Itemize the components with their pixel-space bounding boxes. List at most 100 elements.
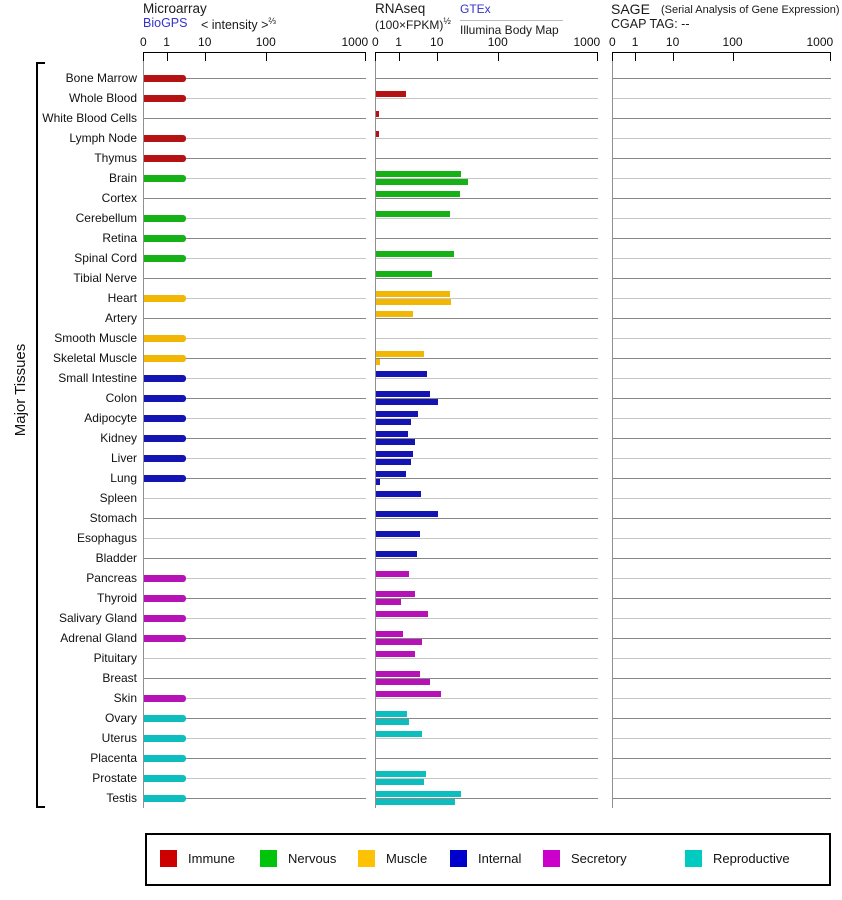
panel-left-border	[375, 52, 376, 808]
axis-tick	[830, 52, 831, 61]
expression-bar-gtex	[376, 451, 413, 457]
row-line	[613, 218, 831, 219]
row-line	[613, 518, 831, 519]
row-line	[376, 358, 598, 359]
row-line	[144, 338, 366, 339]
row-line	[376, 278, 598, 279]
expression-bar-microarray	[144, 75, 186, 82]
tissue-label: Small Intestine	[58, 371, 137, 385]
axis-tick	[597, 52, 598, 61]
row-line	[613, 238, 831, 239]
sage-cgap-tag: CGAP TAG: --	[611, 17, 690, 31]
row-line	[144, 518, 366, 519]
legend-box	[145, 833, 831, 886]
legend-swatch	[358, 850, 375, 867]
tissue-label: Pancreas	[86, 571, 137, 585]
axis-tick	[612, 52, 613, 61]
expression-bar-microarray	[144, 395, 186, 402]
tissue-label: Cortex	[101, 191, 137, 205]
expression-bar-microarray	[144, 615, 186, 622]
sage-subtitle: (Serial Analysis of Gene Expression)	[661, 4, 840, 16]
axis-tick	[365, 52, 366, 61]
expression-bar-microarray	[144, 95, 186, 102]
expression-bar-illumina	[376, 419, 412, 425]
row-line	[376, 598, 598, 599]
tissue-label: Testis	[106, 791, 137, 805]
axis-tick-label: 1	[163, 35, 170, 49]
row-line	[376, 658, 598, 659]
tissue-label: Brain	[108, 171, 137, 185]
legend-label: Muscle	[386, 851, 428, 866]
row-line	[376, 178, 598, 179]
tissue-label: Thymus	[94, 151, 137, 165]
rnaseq-scale-note: (100×FPKM)½	[375, 16, 451, 32]
row-line	[613, 398, 831, 399]
axis-tick	[635, 52, 637, 61]
row-line	[613, 558, 831, 559]
axis-tick-label: 1	[395, 35, 402, 49]
expression-bar-gtex	[376, 271, 432, 277]
legend-swatch	[685, 850, 702, 867]
row-line	[613, 618, 831, 619]
row-line	[144, 178, 366, 179]
expression-bar-microarray	[144, 175, 186, 182]
expression-bar-microarray	[144, 255, 186, 262]
tissue-label: Heart	[107, 291, 137, 305]
row-line	[613, 118, 831, 119]
expression-bar-illumina	[376, 299, 451, 305]
tissue-label: Stomach	[89, 511, 137, 525]
row-line	[144, 458, 366, 459]
gtex-link[interactable]: GTEx	[460, 2, 491, 16]
row-line	[613, 358, 831, 359]
row-line	[144, 598, 366, 599]
expression-bar-microarray	[144, 735, 186, 742]
tissue-label: Pituitary	[93, 651, 137, 665]
expression-bar-gtex	[376, 551, 418, 557]
axis-tick	[732, 52, 734, 61]
axis-tick	[265, 52, 267, 61]
expression-bar-gtex	[376, 631, 404, 637]
expression-bar-gtex	[376, 571, 410, 577]
row-line	[144, 638, 366, 639]
row-line	[144, 738, 366, 739]
expression-bar-gtex	[376, 171, 461, 177]
row-line	[144, 118, 366, 119]
axis-tick-label: 1000	[573, 35, 601, 49]
row-line	[613, 338, 831, 339]
row-line	[613, 138, 831, 139]
expression-bar-gtex	[376, 391, 430, 397]
row-line	[376, 718, 598, 719]
axis-baseline	[143, 52, 365, 53]
biogps-link[interactable]: BioGPS	[143, 16, 188, 30]
tissue-label: Salivary Gland	[58, 611, 137, 625]
row-line	[376, 78, 598, 79]
row-line	[613, 258, 831, 259]
expression-bar-gtex	[376, 251, 455, 257]
expression-bar-microarray	[144, 415, 186, 422]
row-line	[144, 778, 366, 779]
row-line	[144, 538, 366, 539]
row-line	[144, 98, 366, 99]
microarray-scale-note: < intensity >⅔	[201, 16, 276, 33]
row-line	[613, 458, 831, 459]
expression-bar-gtex	[376, 411, 418, 417]
legend-swatch	[260, 850, 277, 867]
expression-bar-gtex	[376, 671, 421, 677]
row-line	[376, 778, 598, 779]
axis-tick	[375, 52, 376, 61]
row-line	[144, 498, 366, 499]
row-line	[613, 198, 831, 199]
row-line	[376, 298, 598, 299]
expression-bar-illumina	[376, 639, 422, 645]
tissue-label: Colon	[105, 391, 137, 405]
expression-bar-gtex	[376, 791, 461, 797]
legend-label: Secretory	[571, 851, 627, 866]
legend-swatch	[160, 850, 177, 867]
row-line	[376, 478, 598, 479]
row-line	[613, 298, 831, 299]
row-line	[144, 238, 366, 239]
row-line	[144, 298, 366, 299]
axis-tick-label: 10	[430, 35, 444, 49]
legend-label: Immune	[188, 851, 235, 866]
expression-bar-gtex	[376, 91, 407, 97]
